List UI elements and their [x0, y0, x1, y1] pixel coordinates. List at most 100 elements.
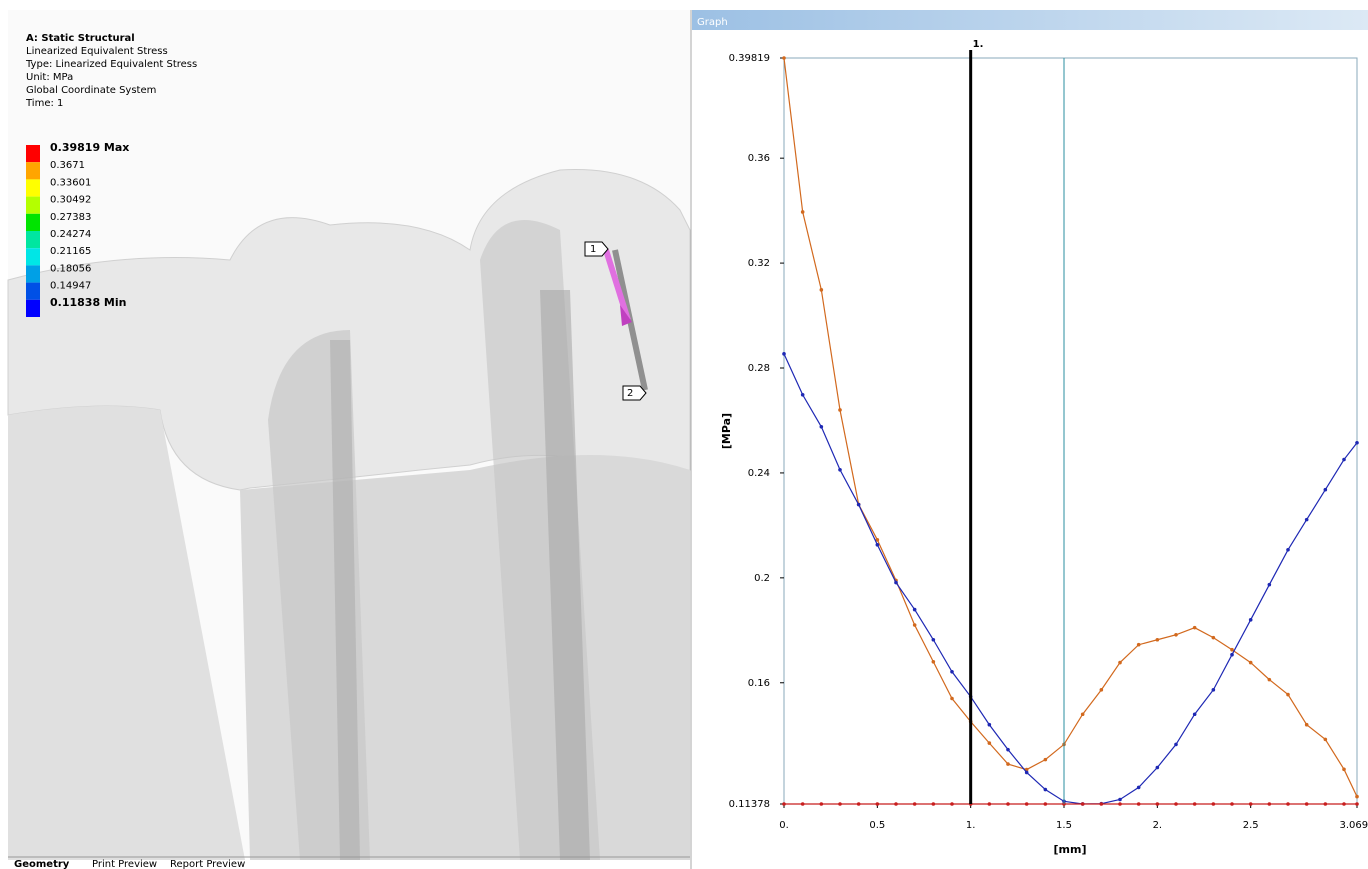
point: [857, 802, 861, 806]
point: [1137, 786, 1141, 790]
point: [913, 608, 917, 612]
point: [876, 802, 880, 806]
legend-swatch: [26, 214, 40, 231]
point: [1212, 688, 1216, 692]
point: [1100, 802, 1104, 806]
legend-swatch: [26, 197, 40, 214]
legend-label: 0.30492: [50, 195, 91, 206]
point: [1044, 758, 1048, 762]
legend-label: 0.14947: [50, 281, 91, 292]
point: [1305, 518, 1309, 522]
y-tick-label: 0.11378: [729, 799, 770, 810]
point: [1324, 802, 1328, 806]
legend-swatch: [26, 265, 40, 282]
tab-geometry[interactable]: Geometry: [14, 859, 70, 869]
panel-title: Graph: [697, 17, 728, 28]
x-tick-label: 1.5: [1056, 820, 1072, 831]
legend-swatch: [26, 283, 40, 300]
legend-swatch: [26, 179, 40, 196]
point: [1044, 788, 1048, 792]
y-tick-label: 0.16: [748, 678, 770, 689]
legend-swatch: [26, 300, 40, 317]
point: [1286, 802, 1290, 806]
point: [1268, 802, 1272, 806]
legend-label: 0.21165: [50, 246, 91, 257]
point: [1174, 633, 1178, 637]
point: [1118, 798, 1122, 802]
point: [782, 352, 786, 356]
point: [1118, 661, 1122, 665]
point: [1230, 653, 1234, 657]
point: [801, 393, 805, 397]
point: [1156, 802, 1160, 806]
marker-label: 1.: [973, 39, 984, 50]
point: [1230, 648, 1234, 652]
point: [950, 670, 954, 674]
legend-swatch: [26, 162, 40, 179]
point: [988, 802, 992, 806]
geometry: [8, 10, 690, 860]
point: [1249, 802, 1253, 806]
point: [1193, 802, 1197, 806]
point: [932, 660, 936, 664]
point: [782, 802, 786, 806]
point: [1193, 626, 1197, 630]
point: [1355, 441, 1359, 445]
point: [1342, 802, 1346, 806]
point: [932, 638, 936, 642]
point: [1324, 488, 1328, 492]
point: [820, 802, 824, 806]
x-tick-label: 0.5: [869, 820, 885, 831]
point: [1118, 802, 1122, 806]
point: [988, 741, 992, 745]
point: [1137, 802, 1141, 806]
point: [1193, 712, 1197, 716]
tab[interactable]: Geometry: [14, 859, 70, 869]
tab-report[interactable]: Report Preview: [170, 859, 245, 869]
legend-label: 0.33601: [50, 177, 91, 188]
point: [876, 543, 880, 547]
x-tick-label: 1.: [966, 820, 976, 831]
point: [1006, 762, 1010, 766]
point: [1212, 802, 1216, 806]
point: [1025, 771, 1029, 775]
legend-label: 0.24274: [50, 229, 91, 240]
point: [932, 802, 936, 806]
x-axis-label: [mm]: [1054, 843, 1087, 856]
probe-label: 1: [590, 244, 596, 255]
legend-label: 0.18056: [50, 263, 91, 274]
probe-label: 2: [627, 388, 633, 399]
point: [1156, 638, 1160, 642]
point: [1305, 802, 1309, 806]
y-tick-label: 0.32: [748, 258, 770, 269]
point: [1156, 766, 1160, 770]
point: [801, 210, 805, 214]
point: [857, 503, 861, 507]
header-line: Global Coordinate System: [26, 85, 156, 96]
point: [1249, 618, 1253, 622]
point: [950, 697, 954, 701]
point: [913, 623, 917, 627]
point: [950, 802, 954, 806]
point: [1286, 693, 1290, 697]
point: [1286, 548, 1290, 552]
point: [820, 288, 824, 292]
point: [1342, 768, 1346, 772]
point: [894, 802, 898, 806]
header-line: Linearized Equivalent Stress: [26, 46, 168, 57]
y-tick-label: 0.24: [748, 468, 770, 479]
panel-header: [692, 10, 1368, 30]
screen: A: Static Structural Linearized Equivalen…: [0, 0, 1368, 869]
point: [1305, 723, 1309, 727]
header-line: Time: 1: [25, 98, 63, 109]
header-line: A: Static Structural: [26, 33, 135, 44]
point: [820, 425, 824, 429]
point: [1324, 738, 1328, 742]
tab-print[interactable]: Print Preview: [92, 859, 157, 869]
legend-label: 0.3671: [50, 160, 85, 171]
point: [913, 802, 917, 806]
x-tick-label: 2.5: [1243, 820, 1259, 831]
tab[interactable]: Report Preview: [170, 859, 245, 869]
point: [1230, 802, 1234, 806]
tab[interactable]: Print Preview: [92, 859, 157, 869]
